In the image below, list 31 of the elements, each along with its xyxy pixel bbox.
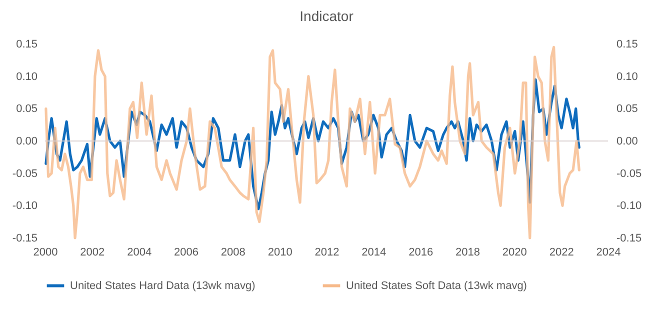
y-tick-label: -0.05 (12, 168, 38, 180)
x-tick-label: 2000 (33, 246, 58, 258)
x-tick-label: 2006 (174, 246, 198, 258)
legend-label: United States Soft Data (13wk mavg) (346, 280, 527, 292)
line-series (44, 46, 580, 240)
x-tick-label: 2020 (502, 246, 527, 258)
y2-tick-label: -0.05 (616, 168, 642, 180)
y2-tick-label: 0.05 (616, 103, 638, 116)
y-tick-label: 0.00 (16, 136, 38, 148)
legend-label: United States Hard Data (13wk mavg) (70, 280, 256, 292)
x-tick-label: 2010 (268, 246, 292, 258)
chart-title: Indicator (300, 8, 354, 24)
x-tick-label: 2012 (314, 246, 340, 258)
y-tick-label: -0.15 (12, 232, 38, 244)
y2-tick-label: 0.15 (616, 38, 638, 50)
y-tick-label: 0.10 (16, 70, 38, 83)
x-tick-label: 2004 (127, 246, 152, 258)
y-tick-label: -0.10 (12, 200, 38, 212)
y-tick-label: 0.05 (16, 103, 38, 116)
y2-tick-label: -0.10 (616, 200, 642, 212)
y2-tick-label: 0.10 (616, 70, 638, 83)
x-tick-label: 2002 (80, 246, 105, 258)
x-tick-label: 2022 (549, 246, 574, 258)
y-tick-label: 0.15 (16, 38, 38, 50)
x-tick-label: 2018 (456, 246, 480, 258)
x-tick-label: 2024 (596, 246, 621, 258)
x-tick-label: 2008 (220, 246, 246, 258)
x-tick-label: 2016 (408, 246, 434, 258)
y2-tick-label: 0.00 (616, 136, 638, 148)
x-tick-label: 2014 (362, 246, 386, 258)
y2-tick-label: -0.15 (616, 232, 642, 244)
